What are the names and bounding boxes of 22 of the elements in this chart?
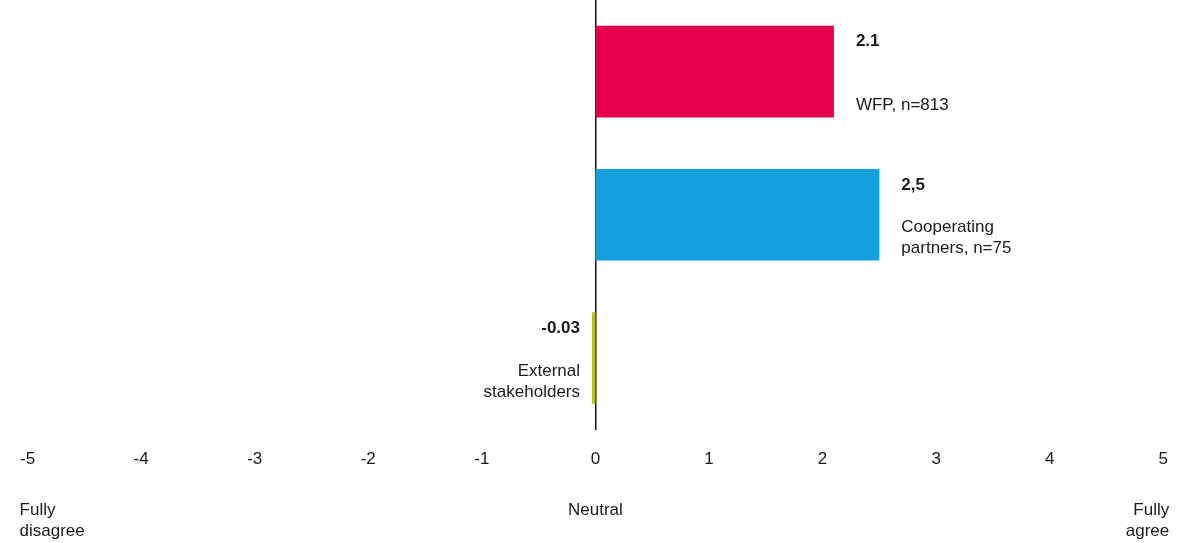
x-tick-label: 2 (817, 449, 828, 469)
x-tick-label: -2 (360, 449, 376, 469)
x-tick-label: -5 (20, 449, 36, 469)
x-tick-label: -1 (474, 449, 490, 469)
x-tick-label: 4 (1044, 449, 1055, 469)
text: Fully disagree (19, 500, 85, 541)
y-tick-label: Cooperating partners, n=75 (901, 217, 1012, 258)
data-label: 2.1 (855, 31, 880, 51)
x-tick-label: 3 (931, 449, 941, 469)
data-label: -0.03 (541, 317, 581, 337)
data-label: 2,5 (901, 174, 925, 194)
x-tick-label: -4 (133, 449, 149, 469)
bar (595, 25, 834, 118)
text: Fully agree (1125, 500, 1170, 541)
bar (595, 168, 880, 261)
x-tick-label: -3 (247, 449, 263, 469)
x-tick-label: 1 (704, 449, 714, 469)
x-tick-label: 0 (590, 449, 601, 469)
y-tick-label: External stakeholders (483, 360, 581, 401)
x-tick-label: 5 (1158, 449, 1169, 469)
y-tick-label: WFP, n=813 (855, 95, 949, 115)
text: Neutral (568, 500, 623, 520)
